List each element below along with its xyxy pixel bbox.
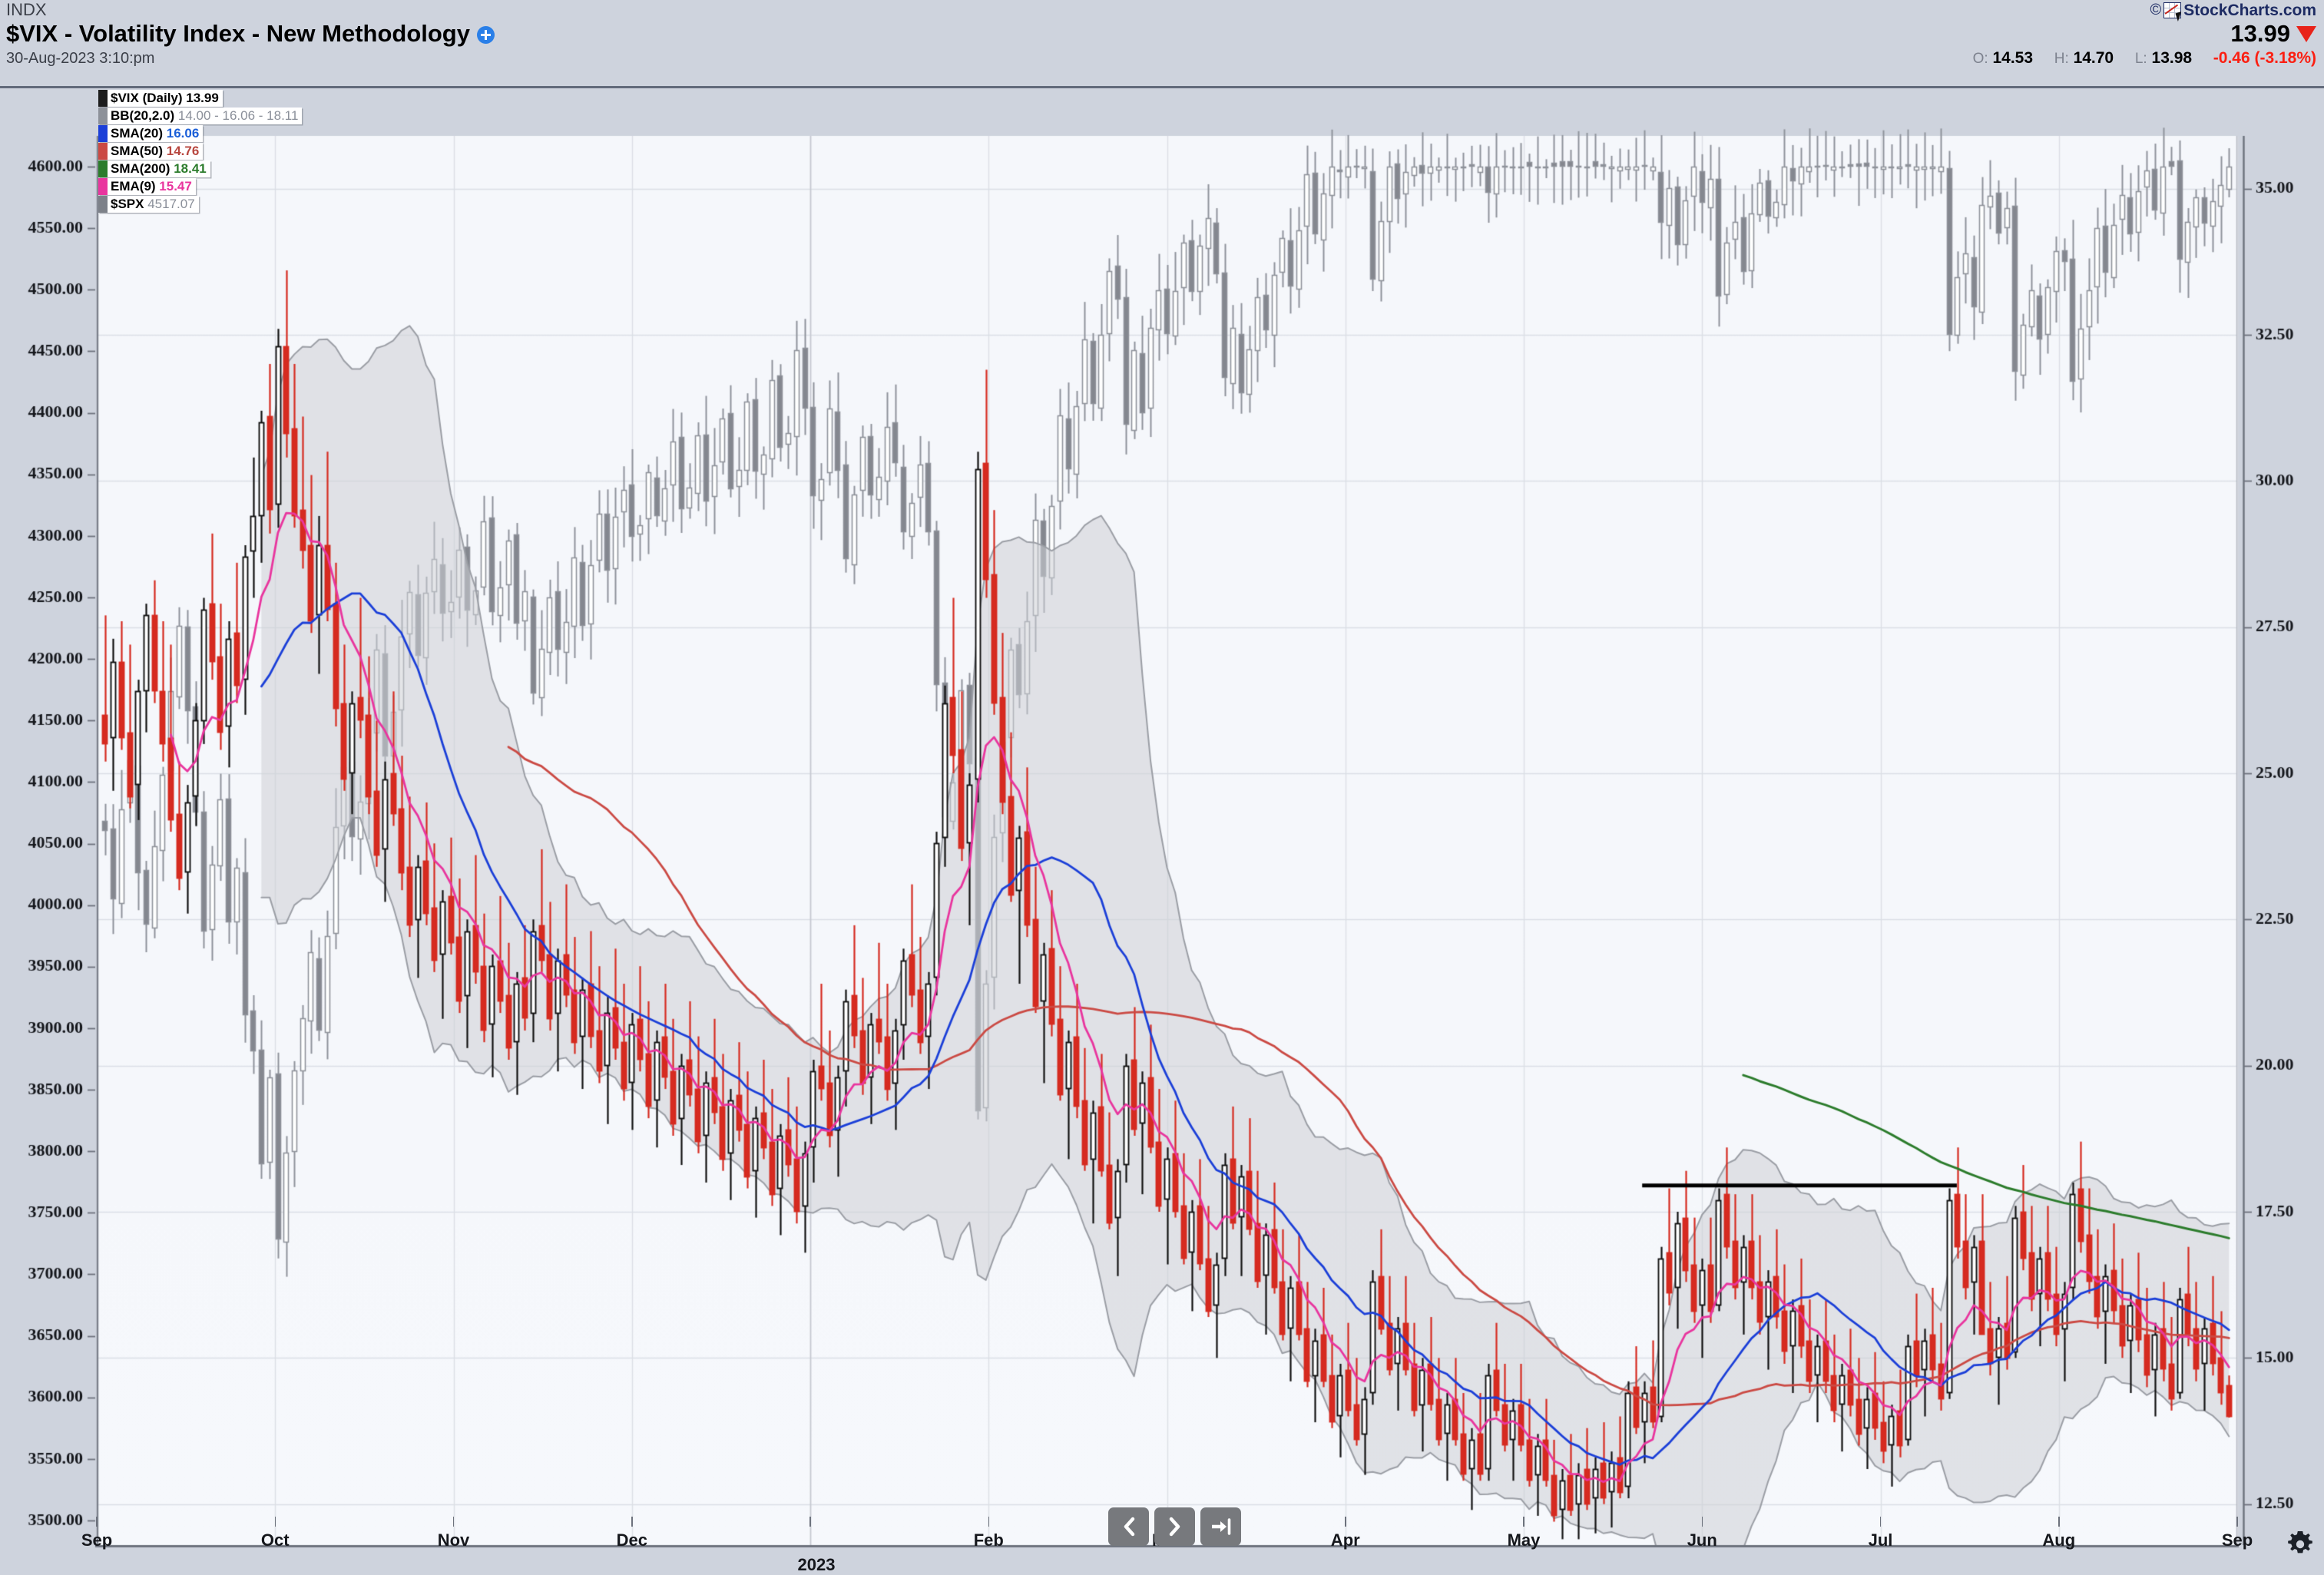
open-value: 14.53 bbox=[1992, 49, 2034, 67]
x-axis-label: May bbox=[1507, 1530, 1541, 1550]
high-value: 14.70 bbox=[2073, 49, 2114, 67]
x-axis-tick bbox=[1345, 1517, 1346, 1527]
x-axis-tick bbox=[1879, 1517, 1882, 1527]
x-axis-tick bbox=[988, 1517, 989, 1527]
legend-swatch-icon bbox=[98, 90, 108, 107]
x-axis-year-label: 2023 bbox=[797, 1555, 836, 1574]
legend-item-ema-9[interactable]: EMA(9) 15.47 bbox=[98, 178, 196, 195]
x-axis-tick bbox=[274, 1517, 276, 1527]
brand-label: StockCharts.com bbox=[2183, 2, 2316, 19]
legend-swatch-icon bbox=[98, 178, 108, 195]
legend-item-spx-overlay[interactable]: $SPX 4517.07 bbox=[98, 196, 199, 213]
legend-series-value: 13.99 bbox=[182, 91, 219, 105]
x-axis-tick bbox=[1701, 1517, 1703, 1527]
legend-item-sma-200[interactable]: SMA(200) 18.41 bbox=[98, 160, 210, 177]
x-axis-label: Apr bbox=[1330, 1530, 1360, 1550]
plus-circle-icon[interactable] bbox=[477, 25, 495, 44]
x-axis-tick bbox=[2236, 1517, 2238, 1527]
chart-nav-buttons bbox=[1108, 1507, 1241, 1546]
x-axis-label: Jul bbox=[1868, 1530, 1893, 1550]
legend-swatch-icon bbox=[98, 160, 108, 177]
arrow-to-end-icon bbox=[1211, 1518, 1230, 1535]
legend-series-value: 14.00 - 16.06 - 18.11 bbox=[174, 108, 299, 123]
x-axis-label: Nov bbox=[437, 1530, 470, 1550]
ohlc-row: O: 14.53 H: 14.70 L: 13.98 -0.46 (-3.18%… bbox=[1973, 49, 2316, 68]
down-triangle-icon bbox=[2296, 25, 2316, 42]
legend-label: BB(20,2.0) 14.00 - 16.06 - 18.11 bbox=[108, 108, 302, 124]
legend-series-name: $SPX bbox=[111, 197, 144, 211]
x-axis-tick bbox=[2058, 1517, 2060, 1527]
legend-swatch-icon bbox=[98, 196, 108, 213]
last-price: 13.99 bbox=[2230, 20, 2290, 47]
header-right: © StockCharts.com 13.99 O: 14.53 H: 14.7… bbox=[1973, 2, 2316, 68]
change-value: -0.46 (-3.18%) bbox=[2213, 49, 2316, 67]
legend-label: $VIX (Daily) 13.99 bbox=[108, 90, 223, 107]
copyright-symbol: © bbox=[2150, 2, 2162, 18]
legend-swatch-icon bbox=[98, 143, 108, 160]
chevron-right-icon bbox=[1169, 1517, 1180, 1537]
jump-to-latest-button[interactable] bbox=[1200, 1507, 1241, 1546]
x-axis-label: Sep bbox=[2221, 1530, 2253, 1550]
stockcharts-brand: © StockCharts.com bbox=[1973, 2, 2316, 22]
legend-label: SMA(20) 16.06 bbox=[108, 125, 203, 142]
symbol-row: $VIX - Volatility Index - New Methodolog… bbox=[6, 21, 495, 47]
x-axis-tick bbox=[96, 1517, 98, 1527]
legend-series-value: 15.47 bbox=[155, 179, 192, 194]
legend-series-name: BB(20,2.0) bbox=[111, 108, 175, 123]
scroll-back-button[interactable] bbox=[1108, 1507, 1149, 1546]
legend-series-name: SMA(50) bbox=[111, 144, 164, 158]
legend-series-name: SMA(200) bbox=[111, 161, 170, 176]
x-axis-tick bbox=[809, 1517, 811, 1527]
open-label: O: bbox=[1972, 51, 1988, 67]
chart-header: INDX $VIX - Volatility Index - New Metho… bbox=[0, 0, 2324, 88]
x-axis-label: Sep bbox=[81, 1530, 113, 1550]
x-axis-label: Dec bbox=[616, 1530, 647, 1550]
quote-timestamp: 30-Aug-2023 3:10:pm bbox=[6, 50, 155, 67]
legend-series-name: SMA(20) bbox=[111, 126, 164, 141]
high-label: H: bbox=[2054, 51, 2069, 67]
scroll-forward-button[interactable] bbox=[1154, 1507, 1195, 1546]
legend-label: SMA(50) 14.76 bbox=[108, 143, 203, 160]
legend-label: SMA(200) 18.41 bbox=[108, 160, 210, 177]
settings-button[interactable] bbox=[2287, 1531, 2313, 1561]
low-value: 13.98 bbox=[2151, 49, 2193, 67]
low-label: L: bbox=[2134, 51, 2147, 67]
legend-series-value: 14.76 bbox=[163, 144, 200, 158]
legend-series-name: $VIX (Daily) bbox=[111, 91, 183, 105]
legend-series-name: EMA(9) bbox=[111, 179, 156, 194]
legend-label: EMA(9) 15.47 bbox=[108, 178, 196, 195]
exchange-label: INDX bbox=[6, 0, 47, 19]
last-price-row: 13.99 bbox=[1973, 21, 2316, 47]
x-axis-label: Oct bbox=[260, 1530, 290, 1550]
x-axis-label: Feb bbox=[973, 1530, 1004, 1550]
x-axis-label: Jun bbox=[1687, 1530, 1717, 1550]
gear-icon bbox=[2288, 1531, 2312, 1553]
price-chart-canvas[interactable] bbox=[0, 88, 2324, 1565]
stockcharts-logo-icon bbox=[2163, 2, 2184, 22]
chevron-left-icon bbox=[1124, 1517, 1134, 1537]
legend-swatch-icon bbox=[98, 108, 108, 124]
legend-item-bollinger-bands[interactable]: BB(20,2.0) 14.00 - 16.06 - 18.11 bbox=[98, 108, 303, 124]
x-axis-label: Aug bbox=[2042, 1530, 2076, 1550]
header-left: INDX $VIX - Volatility Index - New Metho… bbox=[6, 2, 495, 67]
page-title: $VIX - Volatility Index - New Methodolog… bbox=[6, 20, 470, 47]
legend-series-value: 4517.07 bbox=[144, 197, 195, 211]
legend-item-sma-50[interactable]: SMA(50) 14.76 bbox=[98, 143, 204, 160]
legend-series-value: 18.41 bbox=[170, 161, 207, 176]
x-axis-tick bbox=[452, 1517, 455, 1527]
chart-legend: $VIX (Daily) 13.99 BB(20,2.0) 14.00 - 16.… bbox=[98, 90, 303, 213]
legend-item-sma-20[interactable]: SMA(20) 16.06 bbox=[98, 125, 204, 142]
legend-swatch-icon bbox=[98, 125, 108, 142]
x-axis-tick bbox=[1523, 1517, 1525, 1527]
legend-label: $SPX 4517.07 bbox=[108, 196, 199, 213]
legend-series-value: 16.06 bbox=[163, 126, 200, 141]
x-axis-tick bbox=[631, 1517, 633, 1527]
legend-item-vix-price[interactable]: $VIX (Daily) 13.99 bbox=[98, 90, 223, 107]
